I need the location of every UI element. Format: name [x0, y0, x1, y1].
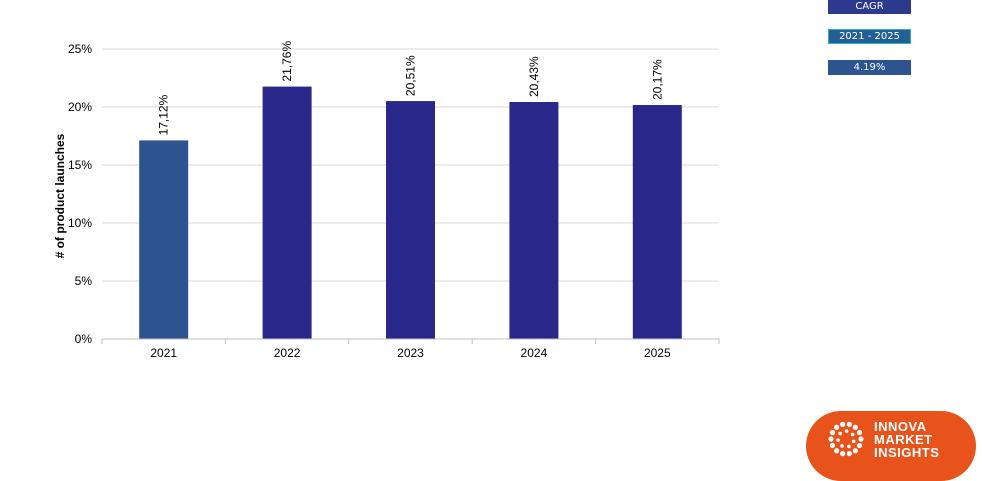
- bar: [509, 102, 559, 340]
- cagr-period-badge: 2021 - 2025: [828, 29, 911, 44]
- x-tick-label: 2023: [397, 346, 424, 360]
- x-tick-label: 2025: [644, 346, 671, 360]
- x-tick-label: 2024: [521, 346, 548, 360]
- logo-dot: [852, 424, 858, 430]
- logo-dot: [858, 436, 864, 442]
- logo-dot: [840, 444, 844, 448]
- y-tick-label: 15%: [68, 158, 92, 172]
- x-tick-label: 2022: [274, 346, 301, 360]
- logo-dot: [846, 421, 852, 427]
- cagr-value-badge: 4.19%: [828, 60, 911, 75]
- cagr-title-badge: CAGR: [828, 0, 911, 14]
- logo-dot: [852, 448, 858, 454]
- logo-dot: [840, 421, 846, 427]
- data-label: 21,76%: [280, 41, 294, 82]
- logo-text: INNOVA MARKET INSIGHTS: [874, 420, 939, 459]
- bar: [139, 140, 189, 339]
- bar-chart: 0% 5% 10% 15% 20% 25% 2021 2022 2023 2024 2025 17,…: [53, 41, 720, 360]
- logo-line-3: INSIGHTS: [874, 445, 940, 460]
- logo-dot: [829, 442, 836, 449]
- data-labels: 17,12% 21,76% 20,51% 20,43% 20,17%: [157, 41, 665, 136]
- logo-dot: [847, 444, 851, 449]
- data-label: 20,51%: [404, 55, 418, 96]
- logo-dot: [829, 429, 836, 436]
- logo-line-2: MARKET: [874, 432, 933, 447]
- bar: [632, 105, 682, 339]
- logo-dot: [856, 442, 863, 449]
- logo-line-1: INNOVA: [874, 419, 927, 434]
- data-label: 20,43%: [527, 56, 541, 97]
- x-tick-label: 2021: [150, 346, 177, 360]
- bars: [139, 86, 682, 340]
- axes: 0% 5% 10% 15% 20% 25% 2021 2022 2023 2024 2025: [68, 42, 720, 360]
- innova-logo: INNOVA MARKET INSIGHTS: [806, 411, 976, 481]
- logo-dot: [836, 438, 840, 442]
- bar: [262, 86, 312, 339]
- y-tick-label: 0%: [75, 332, 93, 346]
- y-axis-label: # of product launches: [53, 133, 67, 258]
- y-tick-label: 5%: [75, 274, 93, 288]
- logo-dot: [856, 429, 863, 436]
- logo-dot: [846, 451, 852, 457]
- logo-dot: [844, 429, 849, 433]
- y-tick-label: 10%: [68, 216, 92, 230]
- logo-dot: [834, 448, 840, 454]
- y-tick-label: 25%: [68, 42, 92, 56]
- y-tick-label: 20%: [68, 100, 92, 114]
- data-label: 20,17%: [650, 59, 664, 100]
- logo-dot: [840, 451, 846, 457]
- logo-dot: [834, 424, 840, 430]
- logo-dot: [851, 439, 856, 444]
- logo-dots-icon: [828, 421, 864, 457]
- logo-dot: [850, 432, 855, 437]
- logo-dot: [838, 431, 842, 436]
- bar: [386, 101, 435, 339]
- logo-dot: [828, 436, 834, 442]
- data-label: 17,12%: [157, 94, 171, 135]
